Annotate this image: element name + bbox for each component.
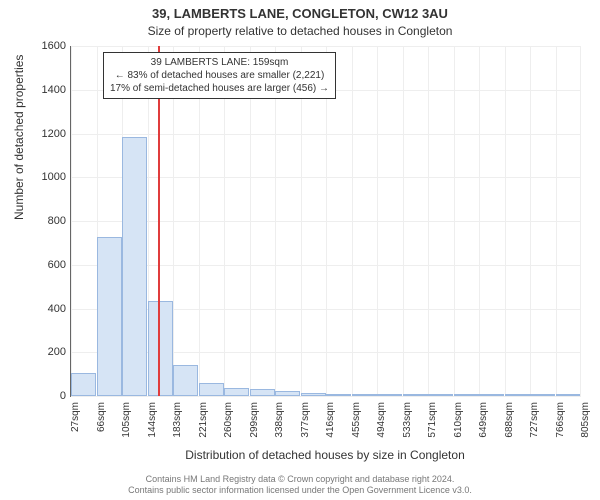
footer-line2: Contains public sector information licen… xyxy=(0,485,600,496)
x-tick-label: 455sqm xyxy=(351,402,362,442)
gridline-h xyxy=(71,396,581,397)
x-tick-label: 610sqm xyxy=(453,402,464,442)
gridline-v xyxy=(580,46,581,396)
histogram-bar xyxy=(479,394,504,396)
gridline-v xyxy=(505,46,506,396)
y-tick-label: 0 xyxy=(26,390,66,402)
gridline-v xyxy=(454,46,455,396)
histogram-bar xyxy=(556,394,581,396)
x-tick-label: 183sqm xyxy=(172,402,183,442)
histogram-bar xyxy=(454,394,479,396)
y-tick-label: 1600 xyxy=(26,40,66,52)
y-tick-label: 600 xyxy=(26,259,66,271)
y-tick-label: 200 xyxy=(26,346,66,358)
y-tick-label: 1400 xyxy=(26,84,66,96)
y-tick-label: 1000 xyxy=(26,171,66,183)
histogram-bar xyxy=(301,393,326,396)
x-tick-label: 494sqm xyxy=(376,402,387,442)
x-tick-label: 571sqm xyxy=(427,402,438,442)
y-tick-label: 1200 xyxy=(26,128,66,140)
x-tick-label: 805sqm xyxy=(580,402,591,442)
chart-title-line2: Size of property relative to detached ho… xyxy=(0,24,600,38)
x-tick-label: 533sqm xyxy=(402,402,413,442)
x-tick-label: 688sqm xyxy=(504,402,515,442)
chart-title-line1: 39, LAMBERTS LANE, CONGLETON, CW12 3AU xyxy=(0,6,600,21)
histogram-bar xyxy=(71,373,96,396)
x-tick-label: 766sqm xyxy=(555,402,566,442)
gridline-v xyxy=(403,46,404,396)
histogram-bar xyxy=(199,383,224,396)
histogram-bar xyxy=(173,365,198,396)
y-tick-label: 400 xyxy=(26,303,66,315)
x-tick-label: 144sqm xyxy=(147,402,158,442)
histogram-bar xyxy=(326,394,351,396)
annotation-line2: ← 83% of detached houses are smaller (2,… xyxy=(110,69,329,82)
x-tick-label: 649sqm xyxy=(478,402,489,442)
x-tick-label: 221sqm xyxy=(198,402,209,442)
gridline-v xyxy=(71,46,72,396)
gridline-v xyxy=(428,46,429,396)
gridline-v xyxy=(352,46,353,396)
histogram-bar xyxy=(97,237,122,396)
x-tick-label: 260sqm xyxy=(223,402,234,442)
gridline-v xyxy=(556,46,557,396)
x-tick-label: 105sqm xyxy=(121,402,132,442)
x-tick-label: 27sqm xyxy=(70,402,81,442)
x-tick-label: 66sqm xyxy=(96,402,107,442)
x-tick-label: 338sqm xyxy=(274,402,285,442)
x-axis-label: Distribution of detached houses by size … xyxy=(70,448,580,462)
histogram-bar xyxy=(250,389,275,396)
annotation-box: 39 LAMBERTS LANE: 159sqm ← 83% of detach… xyxy=(103,52,336,99)
histogram-bar xyxy=(403,394,428,396)
chart-container: 39, LAMBERTS LANE, CONGLETON, CW12 3AU S… xyxy=(0,0,600,500)
x-tick-label: 299sqm xyxy=(249,402,260,442)
x-tick-label: 416sqm xyxy=(325,402,336,442)
x-tick-label: 377sqm xyxy=(300,402,311,442)
plot-area: 39 LAMBERTS LANE: 159sqm ← 83% of detach… xyxy=(70,46,581,397)
histogram-bar xyxy=(122,137,147,396)
annotation-line1: 39 LAMBERTS LANE: 159sqm xyxy=(110,56,329,69)
histogram-bar xyxy=(224,388,249,396)
histogram-bar xyxy=(352,394,377,396)
histogram-bar xyxy=(377,394,402,396)
histogram-bar xyxy=(428,394,453,396)
y-tick-label: 800 xyxy=(26,215,66,227)
x-tick-label: 727sqm xyxy=(529,402,540,442)
histogram-bar xyxy=(148,301,173,396)
histogram-bar xyxy=(505,394,530,396)
annotation-line3: 17% of semi-detached houses are larger (… xyxy=(110,82,329,95)
gridline-v xyxy=(530,46,531,396)
gridline-v xyxy=(479,46,480,396)
footer-line1: Contains HM Land Registry data © Crown c… xyxy=(0,474,600,485)
gridline-v xyxy=(377,46,378,396)
histogram-bar xyxy=(530,394,555,396)
histogram-bar xyxy=(275,391,300,396)
footer-text: Contains HM Land Registry data © Crown c… xyxy=(0,474,600,496)
y-axis-label: Number of detached properties xyxy=(12,55,26,220)
